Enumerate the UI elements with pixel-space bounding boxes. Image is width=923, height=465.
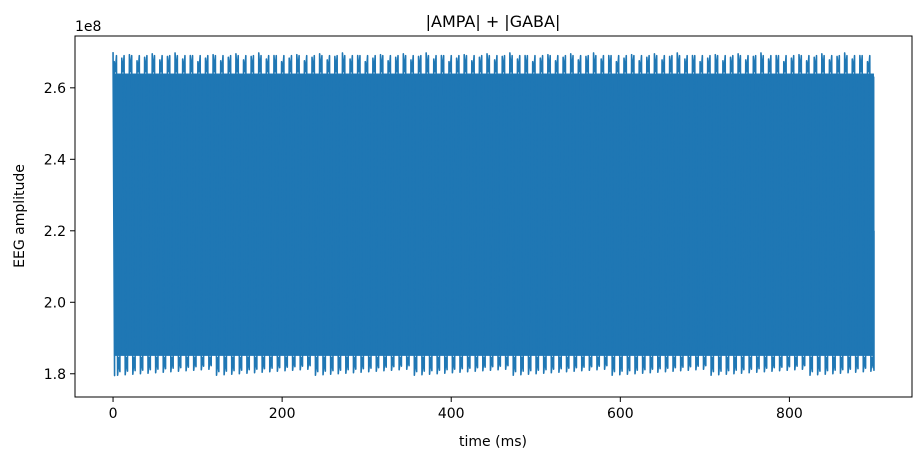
x-tick-label: 600 — [607, 406, 634, 422]
y-tick-label: 2.2 — [44, 224, 66, 240]
series-line — [112, 52, 875, 377]
plot-area — [112, 52, 875, 377]
y-tick-label: 2.6 — [44, 81, 66, 97]
y-tick-label: 2.4 — [44, 152, 66, 168]
y-tick-label: 2.0 — [44, 295, 66, 311]
y-axis-label: EEG amplitude — [12, 164, 28, 268]
x-axis: 0 200 400 600 800 — [109, 397, 803, 422]
x-tick-label: 0 — [109, 406, 118, 422]
axes-frame — [74, 35, 913, 398]
x-tick-label: 800 — [776, 406, 803, 422]
chart-title: |AMPA| + |GABA| — [426, 12, 561, 31]
x-axis-label: time (ms) — [459, 434, 527, 450]
x-tick-label: 400 — [438, 406, 465, 422]
y-axis: 1.8 2.0 2.2 2.4 2.6 — [44, 81, 75, 383]
y-tick-label: 1.8 — [44, 367, 66, 383]
y-offset-label: 1e8 — [75, 19, 101, 35]
x-tick-label: 200 — [269, 406, 296, 422]
